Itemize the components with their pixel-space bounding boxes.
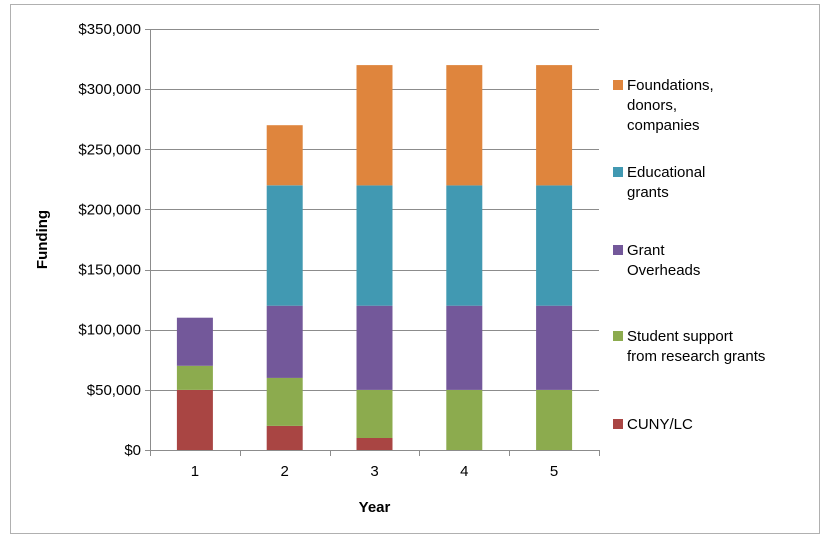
- bar-segment: [536, 65, 573, 186]
- legend-label: CUNY/LC: [627, 416, 693, 433]
- x-tick-label: 1: [191, 463, 199, 480]
- x-axis-title: Year: [359, 499, 391, 516]
- y-tick-label: $250,000: [78, 141, 141, 158]
- bar-segment: [266, 377, 303, 426]
- bars: [176, 65, 573, 450]
- y-axis-title: Funding: [34, 210, 51, 269]
- bar-segment: [356, 65, 393, 186]
- legend-swatch: [613, 419, 623, 429]
- y-tick-labels: $0 $50,000 $100,000 $150,000 $200,000 $250,00…: [78, 21, 141, 459]
- bar-segment: [446, 389, 483, 450]
- y-tick-label: $50,000: [87, 382, 141, 399]
- stacked-bar-chart: $0 $50,000 $100,000 $150,000 $200,000 $250,00…: [34, 21, 765, 516]
- legend-label: companies: [627, 117, 700, 134]
- legend-swatch: [613, 167, 623, 177]
- axes: [145, 29, 600, 456]
- bar-segment: [446, 305, 483, 390]
- x-tick-label: 3: [370, 463, 378, 480]
- bar-segment: [356, 185, 393, 306]
- bar-segment: [536, 185, 573, 306]
- legend-label: Foundations,: [627, 77, 714, 94]
- y-tick-label: $350,000: [78, 21, 141, 38]
- y-tick-label: $300,000: [78, 81, 141, 98]
- y-tick-label: $0: [124, 442, 141, 459]
- y-tick-label: $150,000: [78, 262, 141, 279]
- legend-label: from research grants: [627, 348, 765, 365]
- legend-swatch: [613, 331, 623, 341]
- bar-segment: [266, 185, 303, 306]
- bar-segment: [176, 365, 213, 390]
- legend-label: Student support: [627, 328, 734, 345]
- x-tick-label: 4: [460, 463, 468, 480]
- bar-segment: [536, 305, 573, 390]
- bar-segment: [176, 317, 213, 366]
- legend-label: Overheads: [627, 262, 700, 279]
- legend-swatch: [613, 245, 623, 255]
- bar-segment: [266, 425, 303, 450]
- bar-segment: [446, 185, 483, 306]
- legend-label: grants: [627, 184, 669, 201]
- x-tick-label: 5: [550, 463, 558, 480]
- legend-label: donors,: [627, 97, 677, 114]
- bar-segment: [356, 438, 393, 450]
- bar-segment: [266, 125, 303, 186]
- bar-segment: [176, 389, 213, 450]
- x-tick-labels: 1 2 3 4 5: [191, 463, 559, 480]
- legend-swatch: [613, 80, 623, 90]
- y-tick-label: $200,000: [78, 201, 141, 218]
- bar-segment: [446, 65, 483, 186]
- legend-label: Educational: [627, 164, 705, 181]
- x-tick-label: 2: [281, 463, 289, 480]
- chart-frame: $0 $50,000 $100,000 $150,000 $200,000 $250,00…: [10, 4, 820, 534]
- bar-segment: [356, 389, 393, 438]
- y-tick-label: $100,000: [78, 322, 141, 339]
- bar-segment: [266, 305, 303, 378]
- legend-label: Grant: [627, 242, 665, 259]
- bar-segment: [536, 389, 573, 450]
- bar-segment: [356, 305, 393, 390]
- legend: Foundations, donors, companies Educational g…: [613, 77, 765, 433]
